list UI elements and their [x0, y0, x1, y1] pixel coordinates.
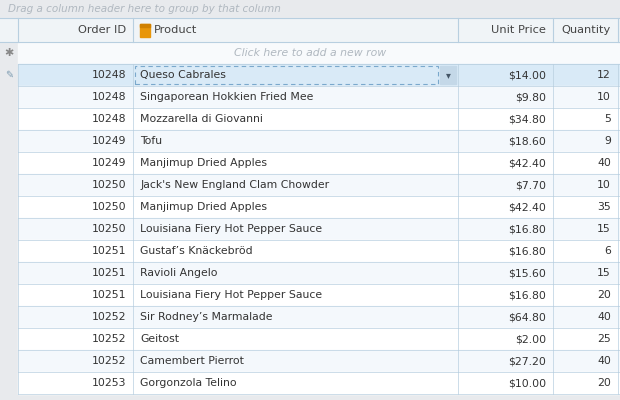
Text: 12: 12	[597, 70, 611, 80]
Bar	[440, 66, 456, 84]
Text: Singaporean Hokkien Fried Mee: Singaporean Hokkien Fried Mee	[140, 92, 313, 102]
Bar	[18, 130, 620, 152]
Text: $64.80: $64.80	[508, 312, 546, 322]
Text: 10248: 10248	[92, 70, 126, 80]
Text: 20: 20	[597, 290, 611, 300]
Bar	[18, 284, 620, 306]
Bar	[140, 24, 150, 36]
Text: Manjimup Dried Apples: Manjimup Dried Apples	[140, 158, 267, 168]
Text: $42.40: $42.40	[508, 202, 546, 212]
Text: Louisiana Fiery Hot Pepper Sauce: Louisiana Fiery Hot Pepper Sauce	[140, 290, 322, 300]
Text: Unit Price: Unit Price	[491, 25, 546, 35]
Text: 9: 9	[604, 136, 611, 146]
Text: 10250: 10250	[91, 202, 126, 212]
Text: 40: 40	[597, 312, 611, 322]
Text: ✎: ✎	[5, 70, 13, 80]
Bar	[18, 218, 620, 240]
Bar	[0, 18, 620, 42]
Text: 10249: 10249	[92, 136, 126, 146]
Bar	[18, 328, 620, 350]
Text: 6: 6	[604, 246, 611, 256]
Text: Gorgonzola Telino: Gorgonzola Telino	[140, 378, 237, 388]
Text: Geitost: Geitost	[140, 334, 179, 344]
Text: Click here to add a new row: Click here to add a new row	[234, 48, 386, 58]
Text: 10250: 10250	[91, 180, 126, 190]
Text: Tofu: Tofu	[140, 136, 162, 146]
Text: $9.80: $9.80	[515, 92, 546, 102]
Text: 10248: 10248	[92, 114, 126, 124]
Text: $16.80: $16.80	[508, 290, 546, 300]
Text: Ravioli Angelo: Ravioli Angelo	[140, 268, 218, 278]
Bar	[18, 42, 620, 64]
Text: $16.80: $16.80	[508, 246, 546, 256]
Text: Quantity: Quantity	[562, 25, 611, 35]
Text: 10252: 10252	[92, 312, 126, 322]
Text: 25: 25	[597, 334, 611, 344]
Text: 10249: 10249	[92, 158, 126, 168]
Bar	[18, 196, 620, 218]
Text: Queso Cabrales: Queso Cabrales	[140, 70, 226, 80]
Text: 35: 35	[597, 202, 611, 212]
Text: $14.00: $14.00	[508, 70, 546, 80]
Text: 15: 15	[597, 224, 611, 234]
Text: $42.40: $42.40	[508, 158, 546, 168]
Text: Camembert Pierrot: Camembert Pierrot	[140, 356, 244, 366]
Bar	[18, 262, 620, 284]
Bar	[18, 306, 620, 328]
Text: $10.00: $10.00	[508, 378, 546, 388]
Text: 10252: 10252	[92, 334, 126, 344]
Bar	[0, 0, 620, 18]
Text: ✱: ✱	[4, 48, 14, 58]
Text: 20: 20	[597, 378, 611, 388]
Text: 40: 40	[597, 356, 611, 366]
Text: 15: 15	[597, 268, 611, 278]
Text: $34.80: $34.80	[508, 114, 546, 124]
Text: Manjimup Dried Apples: Manjimup Dried Apples	[140, 202, 267, 212]
Text: 10253: 10253	[92, 378, 126, 388]
Text: ▾: ▾	[446, 70, 451, 80]
Text: 10251: 10251	[92, 246, 126, 256]
Text: Drag a column header here to group by that column: Drag a column header here to group by th…	[8, 4, 281, 14]
Text: 40: 40	[597, 158, 611, 168]
Text: 10: 10	[597, 92, 611, 102]
Text: $27.20: $27.20	[508, 356, 546, 366]
Bar	[18, 152, 620, 174]
Text: Sir Rodney’s Marmalade: Sir Rodney’s Marmalade	[140, 312, 273, 322]
Text: $2.00: $2.00	[515, 334, 546, 344]
Text: 10: 10	[597, 180, 611, 190]
Text: Jack's New England Clam Chowder: Jack's New England Clam Chowder	[140, 180, 329, 190]
Text: 5: 5	[604, 114, 611, 124]
Text: $18.60: $18.60	[508, 136, 546, 146]
Text: Gustaf’s Knäckebröd: Gustaf’s Knäckebröd	[140, 246, 252, 256]
Text: Mozzarella di Giovanni: Mozzarella di Giovanni	[140, 114, 263, 124]
Bar	[18, 240, 620, 262]
Text: $7.70: $7.70	[515, 180, 546, 190]
Text: 10251: 10251	[92, 268, 126, 278]
Bar	[18, 108, 620, 130]
Bar	[18, 174, 620, 196]
Text: Order ID: Order ID	[78, 25, 126, 35]
Bar	[18, 372, 620, 394]
Text: 10252: 10252	[92, 356, 126, 366]
Text: $16.80: $16.80	[508, 224, 546, 234]
Bar	[18, 350, 620, 372]
Text: 10250: 10250	[91, 224, 126, 234]
Text: $15.60: $15.60	[508, 268, 546, 278]
Text: Product: Product	[154, 25, 197, 35]
Bar	[18, 64, 620, 86]
Bar	[140, 24, 150, 26]
Bar	[18, 86, 620, 108]
Text: 10248: 10248	[92, 92, 126, 102]
Text: Louisiana Fiery Hot Pepper Sauce: Louisiana Fiery Hot Pepper Sauce	[140, 224, 322, 234]
Text: 10251: 10251	[92, 290, 126, 300]
